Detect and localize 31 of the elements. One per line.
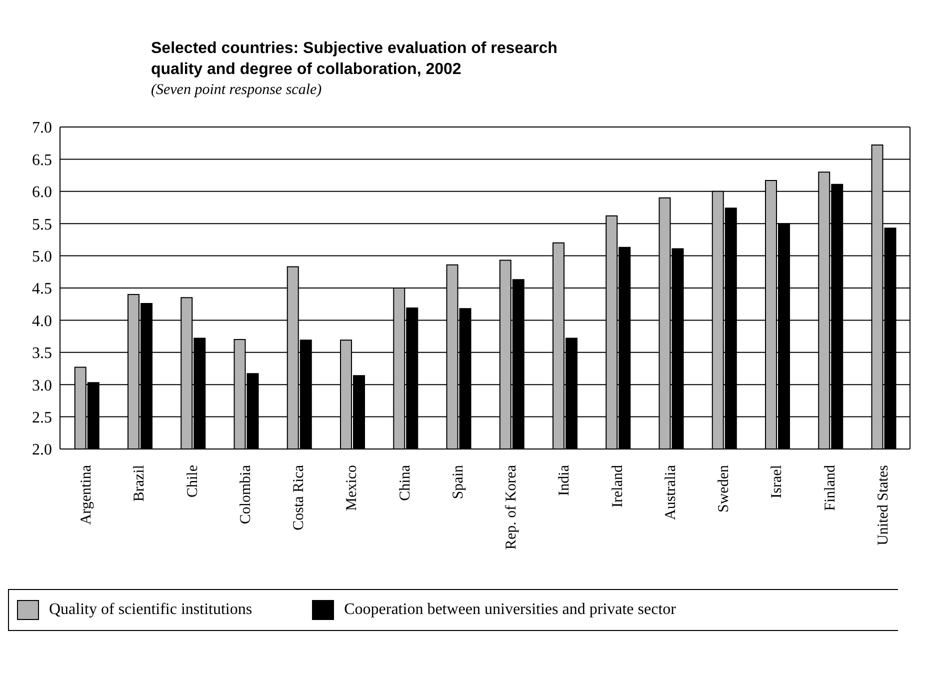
x-tick-label: India (556, 464, 573, 496)
y-tick-label: 3.0 (32, 377, 52, 394)
x-tick-label: China (397, 464, 414, 501)
chart-subtitle: (Seven point response scale) (151, 82, 323, 99)
x-tick-label: Ireland (610, 464, 626, 508)
y-tick-label: 3.5 (32, 345, 52, 362)
x-tick-label: Israel (769, 465, 786, 498)
x-tick-label: Australia (662, 464, 679, 520)
x-tick-label: Chile (184, 464, 201, 498)
legend-label: Cooperation between universities and private sector (344, 601, 676, 619)
x-tick-label: Sweden (716, 464, 732, 512)
y-tick-label: 6.0 (32, 184, 52, 202)
y-tick-label: 5.0 (32, 248, 52, 266)
x-tick-label: Spain (450, 464, 466, 500)
y-tick-label: 5.5 (32, 216, 52, 234)
y-tick-label: 4.5 (32, 280, 52, 298)
legend-label: Quality of scientific institutions (49, 601, 252, 619)
y-tick-label: 2.0 (32, 442, 52, 459)
y-tick-label: 6.5 (32, 152, 52, 169)
chart-title: Selected countries: Subjective evaluation of research quality and degree of collaboration, 2002 (151, 39, 558, 80)
x-tick-label: Colombia (238, 464, 254, 524)
x-tick-label: Argentina (78, 464, 95, 525)
y-tick-label: 4.0 (32, 312, 52, 330)
x-tick-label: Rep. of Korea (504, 464, 520, 550)
y-tick-label: 2.5 (32, 409, 52, 426)
x-tick-label: Mexico (344, 465, 360, 511)
x-tick-label: Finland (822, 464, 838, 511)
x-tick-label: United States (875, 464, 892, 546)
x-tick-label: Costa Rica (291, 464, 308, 530)
x-tick-label: Brazil (132, 465, 148, 502)
y-tick-label: 7.0 (32, 120, 52, 137)
